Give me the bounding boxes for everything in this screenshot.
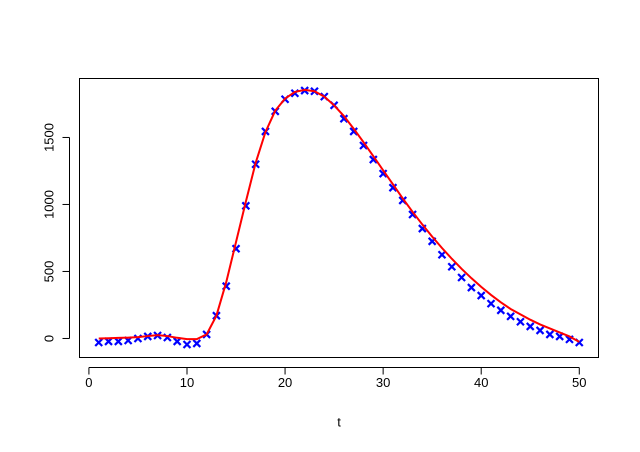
data-point bbox=[192, 339, 202, 348]
data-point bbox=[437, 250, 447, 259]
data-point bbox=[359, 141, 368, 150]
data-point bbox=[378, 169, 388, 178]
y-tick-label: 1000 bbox=[41, 190, 56, 219]
data-point bbox=[94, 338, 103, 347]
data-point bbox=[408, 210, 417, 219]
data-point bbox=[457, 273, 466, 282]
y-tick-label: 500 bbox=[41, 261, 56, 283]
plot-box bbox=[79, 78, 599, 358]
data-point bbox=[369, 155, 378, 164]
data-point bbox=[516, 317, 525, 326]
x-tick-label: 50 bbox=[572, 375, 586, 390]
data-point bbox=[182, 340, 192, 349]
x-tick-label: 0 bbox=[85, 375, 92, 390]
data-point bbox=[496, 306, 506, 315]
data-point bbox=[545, 330, 555, 339]
data-point bbox=[388, 183, 398, 192]
data-point bbox=[525, 322, 535, 331]
x-tick-label: 40 bbox=[474, 375, 488, 390]
x-tick-label: 20 bbox=[278, 375, 292, 390]
fit-line bbox=[98, 88, 580, 343]
data-point bbox=[486, 299, 496, 308]
data-point bbox=[114, 337, 123, 346]
y-tick-label: 0 bbox=[41, 335, 56, 342]
x-axis-label: t bbox=[337, 414, 341, 429]
data-point bbox=[349, 127, 358, 136]
data-point bbox=[447, 262, 457, 272]
data-point bbox=[535, 326, 545, 335]
data-point bbox=[476, 291, 486, 300]
data-point bbox=[339, 114, 349, 123]
x-tick-label: 30 bbox=[376, 375, 390, 390]
data-point bbox=[467, 283, 476, 292]
y-tick-label: 1500 bbox=[41, 123, 56, 152]
data-point bbox=[506, 312, 515, 321]
x-tick-label: 10 bbox=[180, 375, 194, 390]
